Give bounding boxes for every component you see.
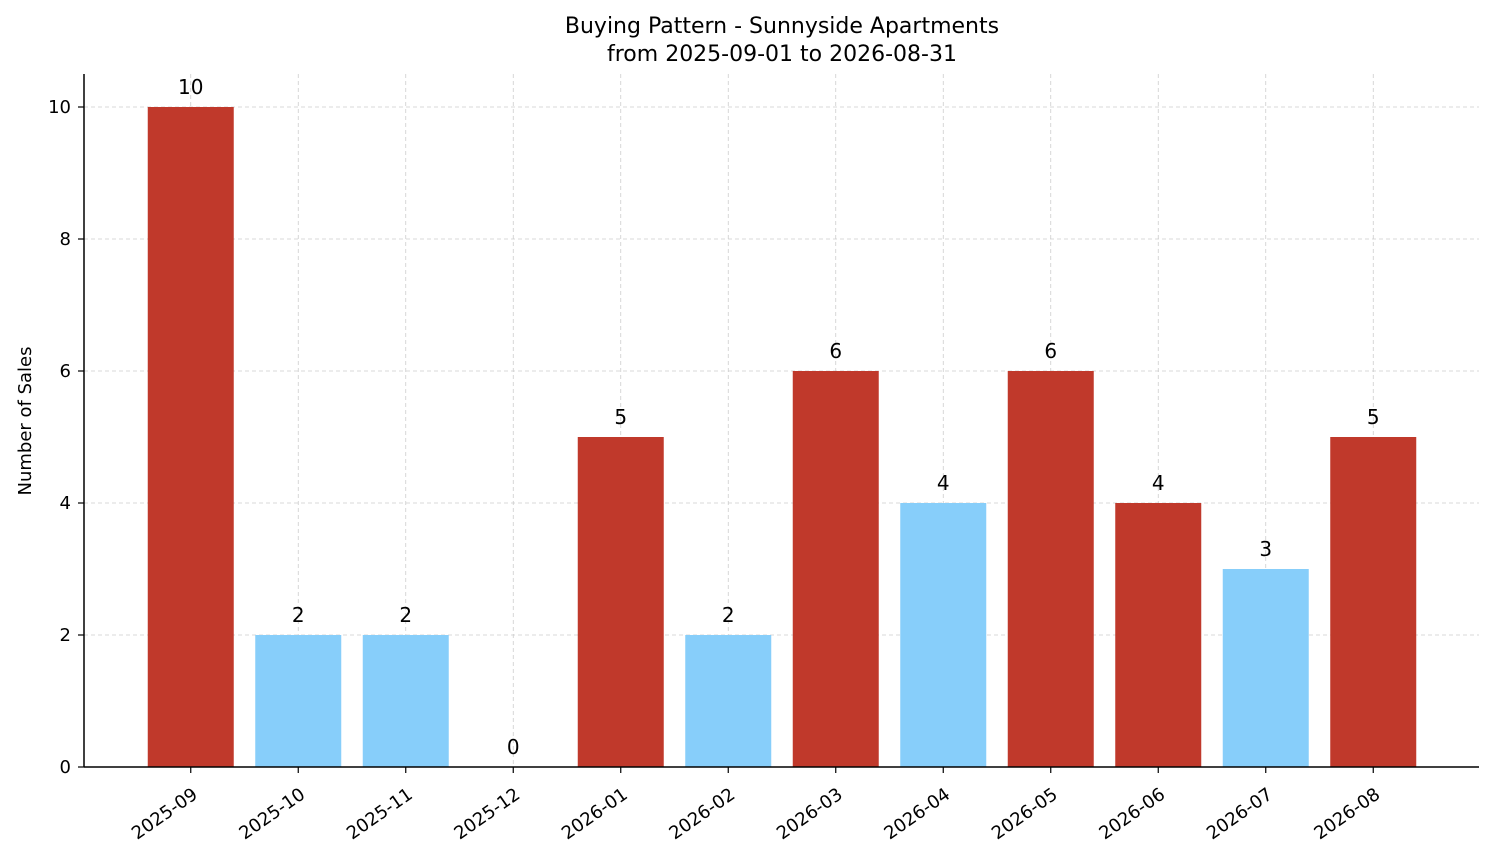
axis-layer xyxy=(83,74,1479,768)
y-axis-label: Number of Sales xyxy=(15,346,36,495)
y-tick-label: 8 xyxy=(60,229,71,250)
y-tick-label: 0 xyxy=(60,757,71,778)
y-tick-label: 2 xyxy=(60,625,71,646)
x-tick-label: 2026-04 xyxy=(880,784,954,844)
bar-value-label: 6 xyxy=(829,339,842,363)
bar-2026-07 xyxy=(1222,569,1309,767)
bar-value-label: 5 xyxy=(1367,405,1380,429)
bar-2026-03 xyxy=(792,371,879,767)
bar-value-label: 0 xyxy=(507,735,520,759)
x-tick-label: 2025-10 xyxy=(235,784,309,844)
bar-value-label: 6 xyxy=(1044,339,1057,363)
bar-value-label: 2 xyxy=(399,603,412,627)
bar-value-label: 4 xyxy=(937,471,950,495)
x-tick-label: 2026-05 xyxy=(988,784,1062,844)
x-tick-label: 2026-01 xyxy=(558,784,632,844)
y-tick-label: 10 xyxy=(48,97,71,118)
chart-title: Buying Pattern - Sunnyside Apartments xyxy=(565,14,999,39)
bar-value-label: 4 xyxy=(1152,471,1165,495)
bar-2026-06 xyxy=(1115,503,1202,767)
bar-2026-05 xyxy=(1007,371,1094,767)
bar-value-label: 3 xyxy=(1259,537,1272,561)
bar-value-label: 10 xyxy=(178,75,203,99)
bar-2025-10 xyxy=(255,635,342,767)
x-tick-label: 2026-02 xyxy=(665,784,739,844)
bar-value-label: 2 xyxy=(292,603,305,627)
x-tick-label: 2025-12 xyxy=(450,784,524,844)
bar-2025-09 xyxy=(147,107,234,767)
x-tick-label: 2026-06 xyxy=(1095,784,1169,844)
bar-layer xyxy=(147,107,1417,767)
bar-2026-08 xyxy=(1330,437,1417,767)
value-label-layer: 10 2 2 0 5 2 6 4 6 4 3 5 xyxy=(178,75,1380,759)
bar-value-label: 5 xyxy=(614,405,627,429)
bar-2025-11 xyxy=(362,635,449,767)
x-tick-label: 2025-11 xyxy=(343,784,417,844)
bar-2026-04 xyxy=(900,503,987,767)
y-tick-label: 6 xyxy=(60,361,71,382)
bar-2026-02 xyxy=(685,635,772,767)
y-tick-label: 4 xyxy=(60,493,71,514)
x-tick-label: 2026-03 xyxy=(773,784,847,844)
bar-2026-01 xyxy=(577,437,664,767)
chart-subtitle: from 2025-09-01 to 2026-08-31 xyxy=(607,42,957,67)
bar-value-label: 2 xyxy=(722,603,735,627)
x-tick-label: 2026-07 xyxy=(1203,784,1277,844)
x-tick-label: 2025-09 xyxy=(128,784,202,844)
x-tick-label: 2026-08 xyxy=(1310,784,1384,844)
